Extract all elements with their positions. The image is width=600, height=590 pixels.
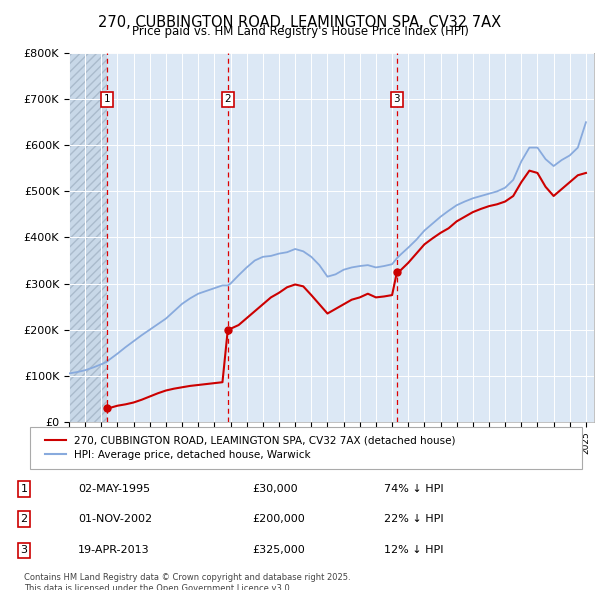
Text: 01-NOV-2002: 01-NOV-2002 (78, 514, 152, 524)
Legend: 270, CUBBINGTON ROAD, LEAMINGTON SPA, CV32 7AX (detached house), HPI: Average pr: 270, CUBBINGTON ROAD, LEAMINGTON SPA, CV… (41, 432, 460, 464)
Text: 02-MAY-1995: 02-MAY-1995 (78, 484, 150, 494)
Text: 74% ↓ HPI: 74% ↓ HPI (384, 484, 443, 494)
Bar (69, 53, 107, 422)
Text: 12% ↓ HPI: 12% ↓ HPI (384, 545, 443, 555)
Text: Contains HM Land Registry data © Crown copyright and database right 2025.
This d: Contains HM Land Registry data © Crown c… (24, 573, 350, 590)
Text: 1: 1 (103, 94, 110, 104)
Text: 22% ↓ HPI: 22% ↓ HPI (384, 514, 443, 524)
Text: 1: 1 (20, 484, 28, 494)
Text: 3: 3 (394, 94, 400, 104)
Text: £325,000: £325,000 (252, 545, 305, 555)
Text: £30,000: £30,000 (252, 484, 298, 494)
Text: 19-APR-2013: 19-APR-2013 (78, 545, 149, 555)
Text: 2: 2 (224, 94, 231, 104)
Text: 2: 2 (20, 514, 28, 524)
Text: £200,000: £200,000 (252, 514, 305, 524)
Text: 3: 3 (20, 545, 28, 555)
Text: Price paid vs. HM Land Registry's House Price Index (HPI): Price paid vs. HM Land Registry's House … (131, 25, 469, 38)
FancyBboxPatch shape (30, 427, 582, 469)
Text: 270, CUBBINGTON ROAD, LEAMINGTON SPA, CV32 7AX: 270, CUBBINGTON ROAD, LEAMINGTON SPA, CV… (98, 15, 502, 30)
